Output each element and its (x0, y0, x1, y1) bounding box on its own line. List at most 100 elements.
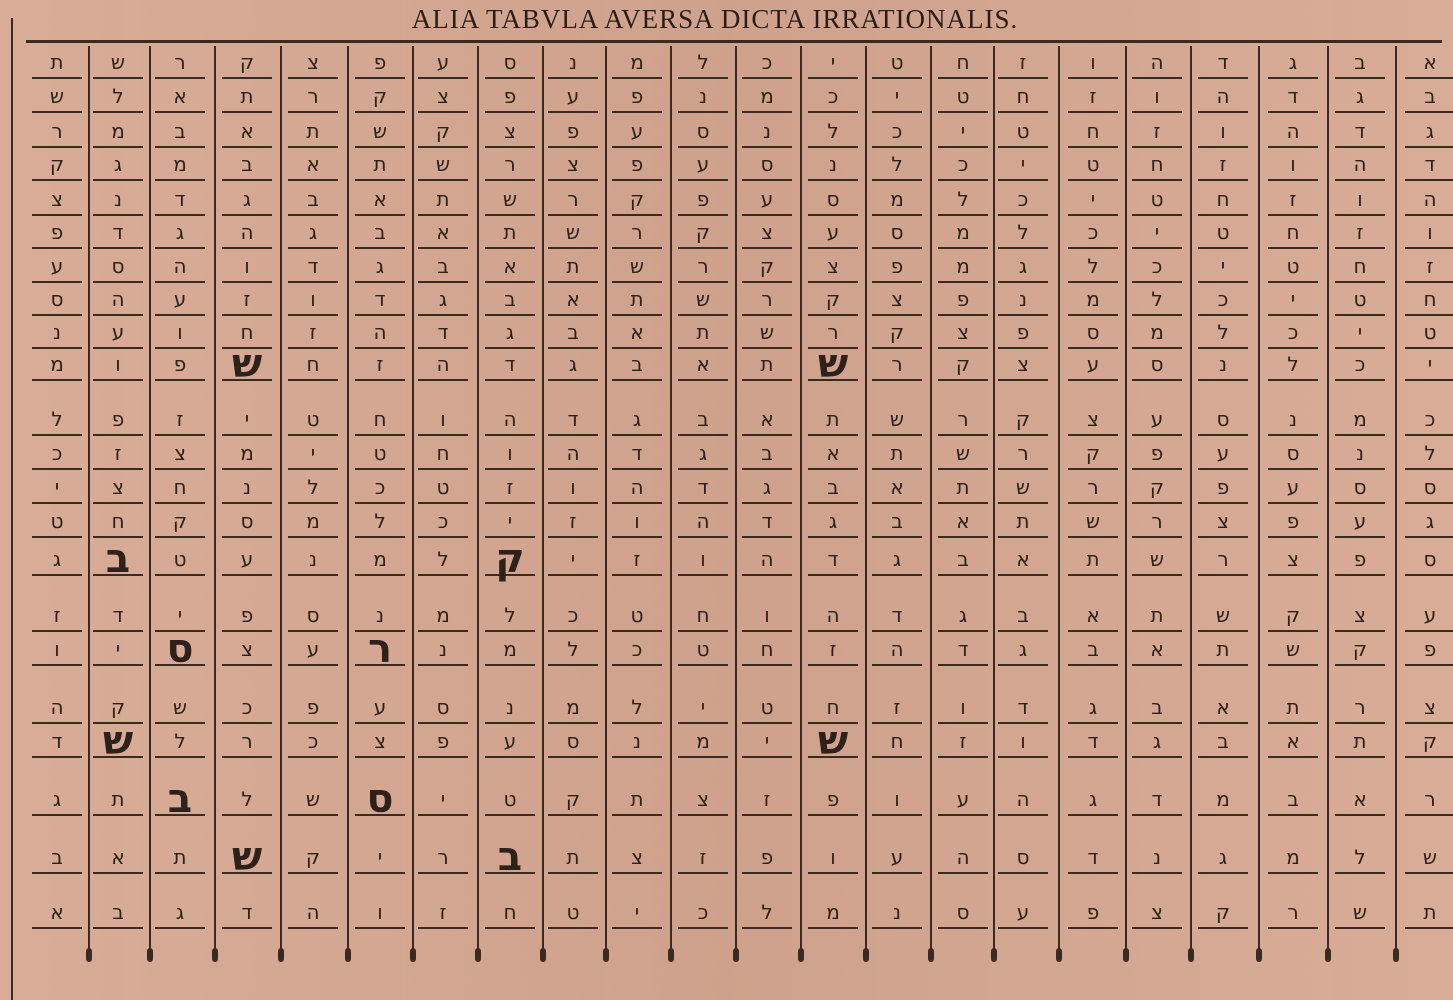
table-cell: פ (1268, 506, 1318, 538)
table-cell: ק (872, 317, 922, 349)
table-cell: א (742, 404, 792, 436)
table-cell: ח (1268, 217, 1318, 249)
column-divider (991, 46, 997, 962)
table-cell: ט (678, 634, 728, 666)
table-cell: ג (1405, 506, 1453, 538)
table-cell: א (485, 251, 535, 283)
table-cell: ה (288, 897, 338, 929)
table-cell: ש (32, 81, 82, 113)
table-cell: פ (222, 600, 272, 632)
table-cell-emphasized: ש (808, 721, 858, 761)
table-cell: כ (678, 897, 728, 929)
table-cell: א (678, 349, 728, 381)
table-cell: ד (808, 544, 858, 576)
column-divider (603, 46, 609, 962)
column-divider (1056, 46, 1062, 962)
table-cell: נ (93, 184, 143, 216)
table-cell: מ (155, 149, 205, 181)
table-cell: ש (485, 184, 535, 216)
table-cell: ז (998, 47, 1048, 79)
table-cell: נ (355, 600, 405, 632)
table-cell: ג (355, 251, 405, 283)
table-cell: ט (1132, 184, 1182, 216)
table-cell: ל (1405, 438, 1453, 470)
table-cell: צ (1405, 692, 1453, 724)
table-cell: פ (355, 47, 405, 79)
table-cell: ב (548, 317, 598, 349)
table-cell: י (485, 506, 535, 538)
table-cell: מ (1132, 317, 1182, 349)
table-cell: ב (485, 284, 535, 316)
table-cell: ל (1268, 349, 1318, 381)
table-cell: נ (612, 726, 662, 758)
table-cell: ע (938, 784, 988, 816)
table-cell: ע (418, 47, 468, 79)
table-cell: ג (998, 634, 1048, 666)
table-cell: ק (998, 404, 1048, 436)
table-cell: פ (32, 217, 82, 249)
table-cell: י (222, 404, 272, 436)
table-cell: ד (742, 506, 792, 538)
table-cell: ע (288, 634, 338, 666)
table-cell: ט (32, 506, 82, 538)
table-cell: צ (872, 284, 922, 316)
table-cell: ת (222, 81, 272, 113)
table-cell: ס (32, 284, 82, 316)
table-cell: א (548, 284, 598, 316)
table-cell: ד (938, 634, 988, 666)
table-cell: פ (808, 784, 858, 816)
table-cell: פ (1068, 897, 1118, 929)
table-cell: צ (32, 184, 82, 216)
table-cell: ד (1335, 116, 1385, 148)
table-cell: י (808, 47, 858, 79)
table-cell: ז (872, 692, 922, 724)
table-cell: ש (288, 784, 338, 816)
table-cell: נ (1335, 438, 1385, 470)
table-cell: ת (418, 184, 468, 216)
table-cell: ה (222, 217, 272, 249)
table-cell: י (32, 472, 82, 504)
table-cell: א (355, 184, 405, 216)
table-cell: ט (1405, 317, 1453, 349)
table-cell: ע (742, 184, 792, 216)
table-cell: ת (872, 438, 922, 470)
table-cell: צ (1132, 897, 1182, 929)
table-cell: ג (1132, 726, 1182, 758)
table-cell: נ (998, 284, 1048, 316)
table-cell: ז (418, 897, 468, 929)
table-cell: ש (548, 217, 598, 249)
table-cell: ת (612, 284, 662, 316)
table-cell: ו (418, 404, 468, 436)
table-cell: ה (872, 634, 922, 666)
table-cell: ר (1405, 784, 1453, 816)
table-cell: ת (355, 149, 405, 181)
table-cell: צ (155, 438, 205, 470)
table-cell: ג (418, 284, 468, 316)
table-cell: כ (1132, 251, 1182, 283)
table-cell: ס (1132, 349, 1182, 381)
table-cell: ב (1268, 784, 1318, 816)
table-cell: ו (742, 600, 792, 632)
table-cell: ש (1068, 506, 1118, 538)
table-cell: מ (1068, 284, 1118, 316)
table-cell: ע (548, 81, 598, 113)
table-cell: כ (418, 506, 468, 538)
table-cell: ד (1405, 149, 1453, 181)
table-cell: ע (998, 897, 1048, 929)
table-cell: צ (742, 217, 792, 249)
table-cell: ק (1335, 634, 1385, 666)
table-cell: ט (548, 897, 598, 929)
table-cell: ק (1132, 472, 1182, 504)
table-cell: ג (155, 897, 205, 929)
table-cell: י (612, 897, 662, 929)
table-cell: מ (222, 438, 272, 470)
column-divider (540, 46, 546, 962)
table-cell: ט (938, 81, 988, 113)
table-cell: כ (222, 692, 272, 724)
table-cell: ח (418, 438, 468, 470)
table-cell: ו (1268, 149, 1318, 181)
table-cell: ח (93, 506, 143, 538)
table-cell: ח (1405, 284, 1453, 316)
table-cell: ק (355, 81, 405, 113)
table-cell: פ (938, 284, 988, 316)
